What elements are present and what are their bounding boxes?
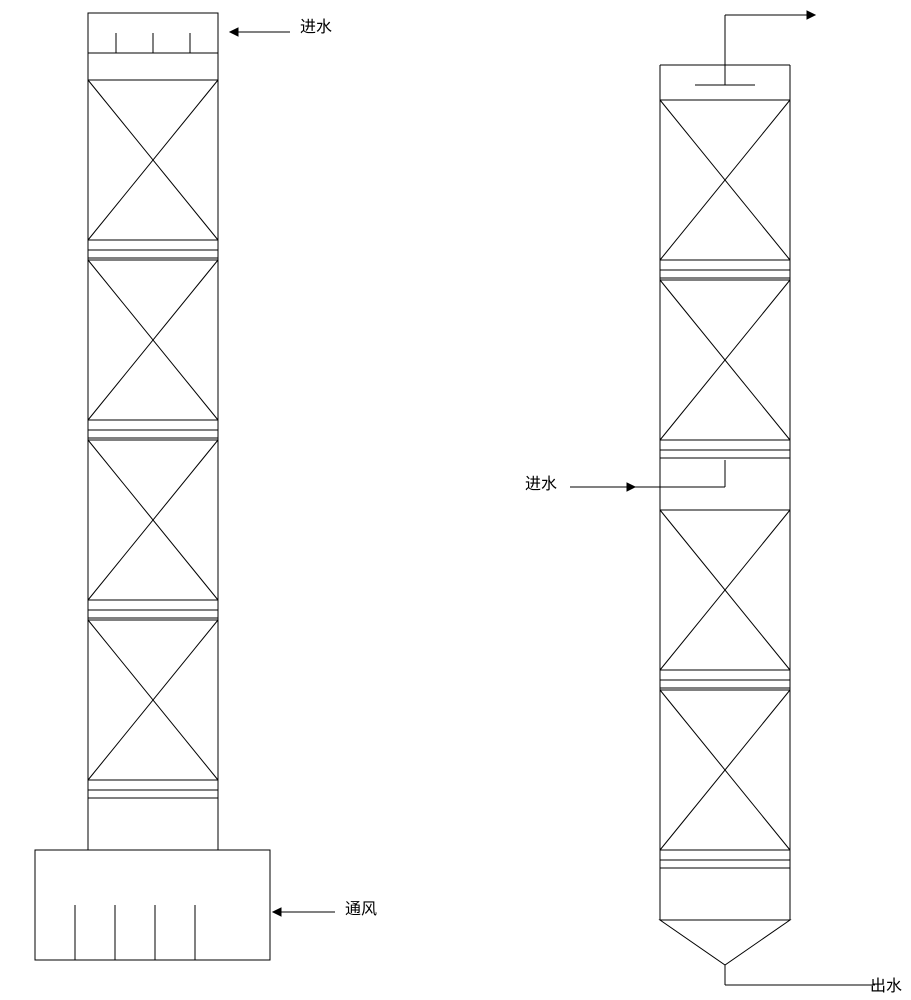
right-inlet-label: 进水 bbox=[525, 470, 557, 494]
left-inlet-label: 进水 bbox=[300, 13, 332, 37]
right-outlet-label: 出水 bbox=[870, 972, 902, 996]
left-air-label: 通风 bbox=[345, 895, 377, 919]
